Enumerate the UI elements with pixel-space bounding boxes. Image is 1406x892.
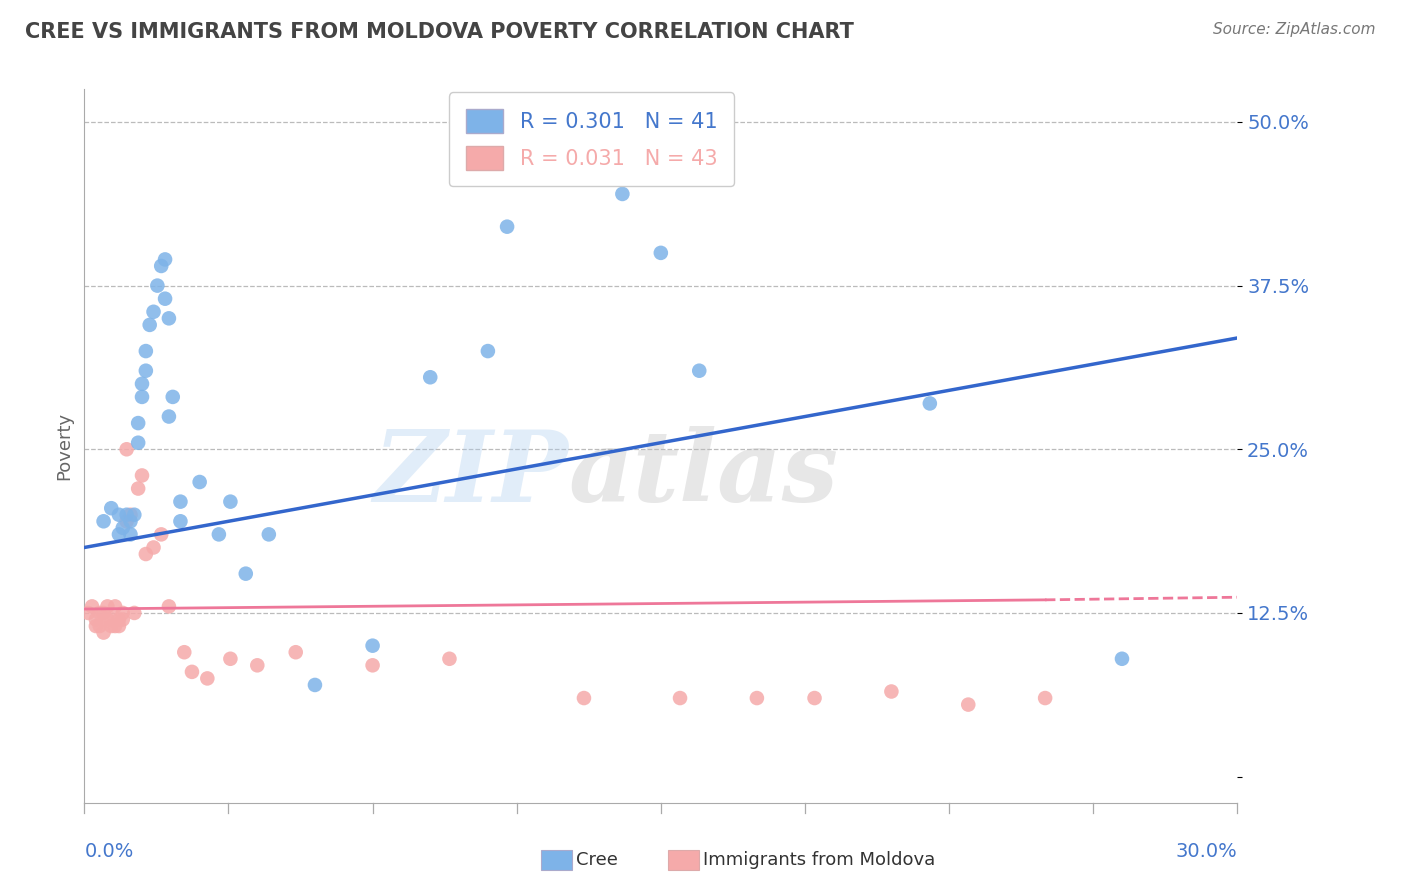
Text: 0.0%: 0.0%: [84, 842, 134, 861]
Point: [169, 514, 191, 528]
Text: Cree: Cree: [576, 851, 619, 869]
Point: [257, 527, 280, 541]
Point: [496, 219, 519, 234]
Point: [153, 252, 176, 267]
Text: Source: ZipAtlas.com: Source: ZipAtlas.com: [1212, 22, 1375, 37]
Point: [111, 521, 134, 535]
Point: [169, 494, 191, 508]
Point: [111, 606, 134, 620]
Point: [745, 691, 768, 706]
Point: [124, 606, 146, 620]
Point: [89, 619, 111, 633]
Point: [89, 606, 111, 620]
Point: [96, 599, 118, 614]
Point: [93, 625, 115, 640]
Point: [93, 606, 115, 620]
Point: [284, 645, 307, 659]
Point: [1033, 691, 1056, 706]
Point: [572, 691, 595, 706]
Point: [108, 619, 131, 633]
Point: [93, 514, 115, 528]
Point: [108, 508, 131, 522]
Point: [108, 612, 131, 626]
Point: [146, 278, 169, 293]
Point: [100, 501, 122, 516]
Point: [195, 672, 218, 686]
Point: [135, 547, 157, 561]
Text: Immigrants from Moldova: Immigrants from Moldova: [703, 851, 935, 869]
Point: [131, 376, 153, 391]
Point: [361, 639, 384, 653]
Point: [111, 612, 134, 626]
Point: [150, 527, 173, 541]
Point: [304, 678, 326, 692]
Point: [477, 344, 499, 359]
Point: [96, 612, 118, 626]
Point: [142, 541, 165, 555]
Point: [104, 619, 127, 633]
Point: [115, 514, 138, 528]
Point: [918, 396, 941, 410]
Point: [181, 665, 204, 679]
Point: [419, 370, 441, 384]
Point: [120, 514, 142, 528]
Point: [1111, 652, 1133, 666]
Point: [138, 318, 160, 332]
Point: [100, 619, 122, 633]
Point: [131, 390, 153, 404]
Y-axis label: Poverty: Poverty: [55, 412, 73, 480]
Point: [108, 527, 131, 541]
Point: [162, 390, 184, 404]
Point: [803, 691, 825, 706]
Point: [650, 245, 672, 260]
Point: [612, 186, 634, 201]
Point: [84, 619, 107, 633]
Point: [153, 292, 176, 306]
Point: [100, 612, 122, 626]
Point: [135, 364, 157, 378]
Point: [188, 475, 211, 489]
Point: [80, 599, 103, 614]
Point: [173, 645, 195, 659]
Point: [219, 494, 242, 508]
Text: atlas: atlas: [568, 426, 838, 523]
Point: [135, 344, 157, 359]
Point: [219, 652, 242, 666]
Point: [77, 606, 100, 620]
Point: [127, 416, 149, 430]
Point: [669, 691, 692, 706]
Point: [157, 599, 180, 614]
Legend: R = 0.301   N = 41, R = 0.031   N = 43: R = 0.301 N = 41, R = 0.031 N = 43: [449, 93, 734, 186]
Point: [235, 566, 257, 581]
Point: [104, 599, 127, 614]
Point: [120, 508, 142, 522]
Point: [124, 508, 146, 522]
Point: [142, 305, 165, 319]
Text: CREE VS IMMIGRANTS FROM MOLDOVA POVERTY CORRELATION CHART: CREE VS IMMIGRANTS FROM MOLDOVA POVERTY …: [25, 22, 855, 42]
Point: [880, 684, 903, 698]
Point: [361, 658, 384, 673]
Point: [127, 482, 149, 496]
Point: [208, 527, 231, 541]
Point: [157, 311, 180, 326]
Text: 30.0%: 30.0%: [1175, 842, 1237, 861]
Point: [84, 612, 107, 626]
Point: [688, 364, 710, 378]
Point: [957, 698, 980, 712]
Point: [131, 468, 153, 483]
Point: [439, 652, 461, 666]
Point: [127, 435, 149, 450]
Point: [120, 527, 142, 541]
Point: [157, 409, 180, 424]
Point: [115, 508, 138, 522]
Text: ZIP: ZIP: [374, 426, 568, 523]
Point: [150, 259, 173, 273]
Point: [246, 658, 269, 673]
Point: [115, 442, 138, 457]
